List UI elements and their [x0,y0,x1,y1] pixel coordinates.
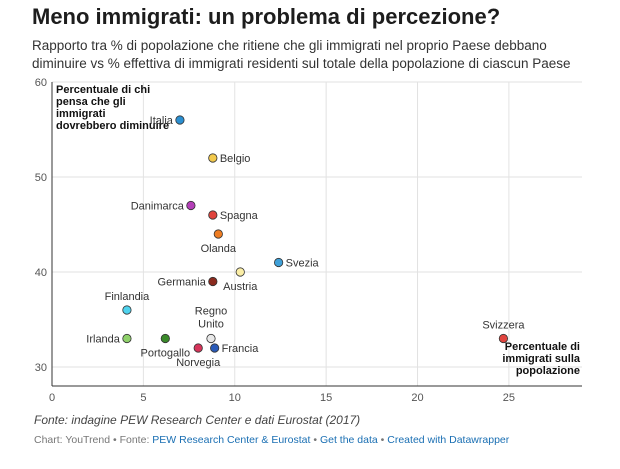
point-label: Svezia [286,258,320,270]
y-tick-label: 30 [35,362,47,374]
footer-source: Fonte: indagine PEW Research Center e da… [34,413,361,427]
data-point [213,229,223,239]
point-label: Regno [195,306,227,318]
footer-credits: Chart: YouTrend • Fonte: PEW Research Ce… [34,434,509,446]
credit-separator: • [310,434,320,446]
point-label: Danimarca [131,201,185,213]
get-data-link[interactable]: Get the data [319,434,378,446]
data-point [498,333,509,344]
y-axis-label: immigrati [56,108,106,120]
point-label: Belgio [220,153,251,165]
x-axis-label: Percentuale di [505,341,580,353]
credit-prefix: Chart: YouTrend • Fonte: [34,434,153,446]
point-label: Italia [150,115,174,127]
data-point [122,333,132,344]
y-tick-label: 40 [35,267,47,279]
x-tick-label: 10 [229,392,241,404]
credit-separator: • [377,434,388,446]
x-tick-label: 25 [503,392,515,404]
x-tick-label: 15 [320,392,332,404]
point-label: Svizzera [482,320,525,332]
data-point [274,257,284,268]
point-label: Irlanda [86,334,121,346]
data-point [193,343,203,353]
point-label: Unito [198,319,224,331]
point-label: Olanda [201,243,237,255]
data-point [186,200,196,211]
y-axis-label: dovrebbero diminuire [56,120,169,132]
data-point [206,333,216,344]
point-label: Finlandia [105,291,151,303]
chart-title: Meno immigrati: un problema di percezion… [32,4,501,29]
point-label: Germania [158,277,207,289]
data-point [122,305,132,315]
point-label: Portogallo [141,348,191,360]
point-label: Spagna [220,210,259,222]
data-point [208,153,218,163]
x-tick-label: 0 [49,392,55,404]
point-label: Francia [222,343,260,355]
data-point [160,333,170,344]
y-tick-label: 50 [35,172,47,184]
x-tick-label: 5 [140,392,146,404]
x-tick-label: 20 [411,392,423,404]
source-link[interactable]: PEW Research Center & Eurostat [152,434,311,446]
chart-subtitle: Rapporto tra % di popolazione che ritien… [32,38,571,71]
scatter-chart: 30 40 50 60 0 5 10 15 20 25 Percentuale di chipens… [35,77,582,404]
y-axis-label: pensa che gli [56,96,126,108]
data-point [210,343,220,353]
y-tick-label: 60 [35,77,47,89]
x-axis-label: immigrati sulla [502,353,581,365]
x-axis-label: popolazione [516,365,580,377]
datawrapper-link[interactable]: Created with Datawrapper [387,434,510,446]
point-label: Austria [223,281,258,293]
data-point [175,115,185,125]
data-point [235,267,245,277]
data-point [208,210,218,220]
y-axis-label: Percentuale di chi [56,84,150,96]
data-point [208,276,218,287]
point-label: Norvegia [176,357,221,369]
